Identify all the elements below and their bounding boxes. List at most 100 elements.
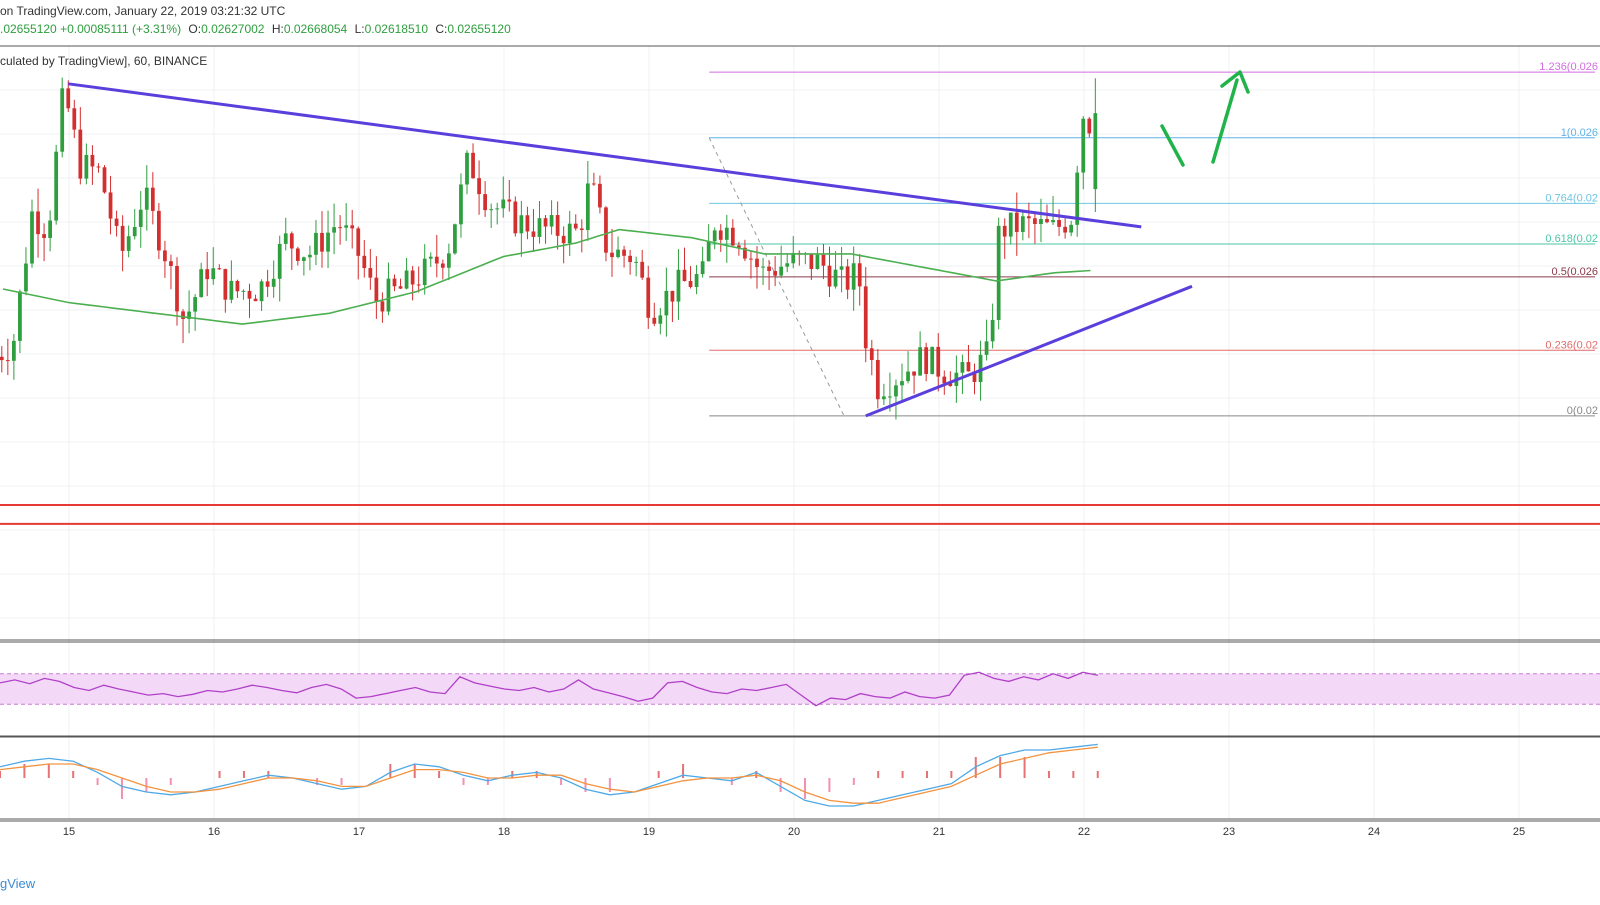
candle [537, 200, 542, 244]
candle-body [217, 268, 222, 270]
candle-body [1063, 226, 1067, 233]
candle-body [344, 225, 349, 228]
candle [894, 379, 898, 420]
candle [592, 172, 596, 186]
candle [150, 172, 155, 225]
candle-body [918, 347, 922, 376]
candle [700, 246, 705, 278]
candle-body [356, 228, 361, 256]
candle [84, 143, 89, 185]
candle-body [241, 290, 246, 292]
candle-body [1069, 224, 1074, 233]
candle [827, 246, 832, 297]
candle [489, 203, 494, 228]
candle-body [1087, 118, 1092, 134]
candle-body [205, 269, 210, 280]
tradingview-logo[interactable]: gView [0, 876, 36, 891]
candle-body [555, 215, 560, 236]
candle [996, 217, 1001, 330]
candle [863, 267, 868, 363]
candle-body [966, 362, 971, 372]
candle-body [90, 154, 95, 167]
candle [882, 383, 886, 406]
candle-body [84, 154, 89, 179]
candle [531, 209, 536, 252]
candle [1063, 218, 1067, 239]
candle [308, 245, 312, 271]
candle [175, 257, 179, 326]
candle [356, 226, 361, 280]
candle-body [906, 371, 910, 382]
candle [718, 224, 723, 252]
candle [187, 290, 191, 334]
candle-body [422, 258, 427, 286]
candle-body [66, 88, 71, 109]
candle [670, 290, 675, 323]
ohlc-readout: .02655120 +0.00085111 (+3.31%) O:0.02627… [0, 22, 511, 36]
candle [12, 333, 16, 380]
candle-body [1027, 216, 1031, 219]
candle [1014, 192, 1019, 256]
candle-body [815, 254, 820, 270]
candle [314, 220, 318, 266]
candle-body [108, 192, 113, 219]
candle [374, 256, 379, 319]
candle-body [126, 236, 131, 251]
candle [247, 283, 252, 318]
candle-body [326, 232, 330, 252]
candle-body [42, 234, 46, 238]
candle-body [549, 215, 554, 227]
candle [495, 202, 500, 225]
candle-body [942, 376, 947, 384]
candle-body [102, 167, 107, 193]
candle-body [525, 215, 530, 232]
signal-line [0, 746, 1098, 804]
candle [48, 210, 52, 252]
candle [869, 339, 874, 376]
candle-body [513, 201, 518, 234]
candle-body [459, 184, 463, 225]
candle [1033, 211, 1037, 244]
candle-body [199, 269, 204, 298]
candle [434, 234, 439, 278]
candle-body [664, 290, 669, 316]
candle-body [706, 241, 711, 262]
candle-body [628, 255, 632, 263]
candle [634, 256, 639, 277]
candle [918, 331, 922, 376]
candle-body [610, 252, 614, 258]
candle-body [579, 228, 584, 231]
fib-level-label: 0.618(0.02 [1545, 233, 1598, 245]
candle-body [1045, 219, 1049, 223]
candle-body [150, 187, 155, 211]
candle-body [827, 265, 832, 287]
candle-body [1081, 118, 1086, 173]
candle [447, 243, 451, 281]
candle [797, 250, 802, 266]
candle [972, 363, 977, 395]
fib-level-label: 0(0.02 [1567, 405, 1598, 417]
candle [350, 209, 355, 249]
candle [471, 143, 475, 179]
candle [767, 260, 771, 291]
candle-body [737, 245, 741, 248]
candle [628, 249, 632, 275]
candle [54, 144, 59, 225]
candle [453, 223, 457, 255]
candle [1069, 220, 1074, 237]
candle [598, 175, 602, 214]
candle-body [1039, 219, 1043, 225]
candle [1002, 218, 1007, 259]
candle [0, 346, 4, 373]
high-label: H: [271, 22, 284, 36]
candle-body [700, 261, 705, 275]
candle-body [374, 277, 379, 302]
candle-body [501, 199, 506, 209]
candle-body [114, 218, 119, 226]
candle [60, 77, 65, 158]
candle-body [990, 319, 995, 342]
candle [966, 344, 971, 372]
candle [253, 294, 258, 302]
candle-body [972, 371, 977, 382]
candle-body [676, 269, 681, 302]
